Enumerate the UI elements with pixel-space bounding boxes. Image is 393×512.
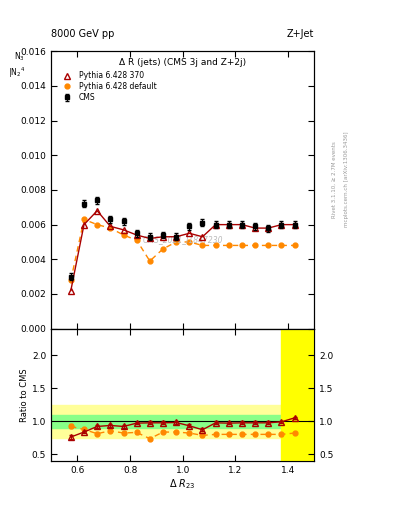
Pythia 6.428 default bbox=[121, 232, 126, 238]
Pythia 6.428 default bbox=[200, 242, 205, 248]
X-axis label: $\Delta\ R_{23}$: $\Delta\ R_{23}$ bbox=[169, 477, 196, 491]
Pythia 6.428 default bbox=[187, 239, 192, 245]
Pythia 6.428 370 bbox=[279, 222, 284, 228]
Text: Δ R (jets) (CMS 3j and Z+2j): Δ R (jets) (CMS 3j and Z+2j) bbox=[119, 58, 246, 67]
Line: Pythia 6.428 default: Pythia 6.428 default bbox=[68, 217, 297, 283]
Bar bbox=[51, 415, 314, 428]
Pythia 6.428 default bbox=[213, 242, 218, 248]
Pythia 6.428 default bbox=[174, 239, 178, 245]
Line: Pythia 6.428 370: Pythia 6.428 370 bbox=[68, 208, 298, 293]
Bar bbox=[51, 404, 314, 438]
Pythia 6.428 default bbox=[82, 217, 86, 223]
Pythia 6.428 370 bbox=[82, 222, 86, 228]
Pythia 6.428 370 bbox=[161, 233, 165, 240]
Pythia 6.428 370 bbox=[134, 232, 139, 238]
Pythia 6.428 370 bbox=[292, 222, 297, 228]
Pythia 6.428 370 bbox=[213, 222, 218, 228]
Pythia 6.428 default bbox=[161, 246, 165, 252]
Text: Rivet 3.1.10, ≥ 2.7M events: Rivet 3.1.10, ≥ 2.7M events bbox=[332, 141, 337, 218]
Legend: Pythia 6.428 370, Pythia 6.428 default, CMS: Pythia 6.428 370, Pythia 6.428 default, … bbox=[57, 69, 159, 104]
Text: mcplots.cern.ch [arXiv:1306.3436]: mcplots.cern.ch [arXiv:1306.3436] bbox=[344, 132, 349, 227]
Pythia 6.428 370 bbox=[253, 225, 257, 231]
Pythia 6.428 default bbox=[253, 242, 257, 248]
Pythia 6.428 default bbox=[292, 242, 297, 248]
Text: 8000 GeV pp: 8000 GeV pp bbox=[51, 29, 114, 39]
Pythia 6.428 370 bbox=[121, 227, 126, 233]
Pythia 6.428 370 bbox=[95, 208, 99, 214]
Y-axis label: $\mathrm{N_3}$
$|\mathrm{N_2}^4$: $\mathrm{N_3}$ $|\mathrm{N_2}^4$ bbox=[7, 51, 25, 79]
Pythia 6.428 default bbox=[147, 258, 152, 264]
Pythia 6.428 default bbox=[226, 242, 231, 248]
Y-axis label: Ratio to CMS: Ratio to CMS bbox=[20, 368, 29, 421]
Pythia 6.428 default bbox=[108, 225, 113, 231]
Pythia 6.428 370 bbox=[266, 225, 271, 231]
Text: Z+Jet: Z+Jet bbox=[287, 29, 314, 39]
Pythia 6.428 370 bbox=[68, 287, 73, 293]
Pythia 6.428 370 bbox=[226, 222, 231, 228]
Pythia 6.428 370 bbox=[240, 222, 244, 228]
Pythia 6.428 370 bbox=[174, 233, 178, 240]
Pythia 6.428 370 bbox=[108, 223, 113, 229]
Pythia 6.428 default bbox=[240, 242, 244, 248]
Pythia 6.428 default bbox=[134, 237, 139, 243]
Pythia 6.428 default bbox=[279, 242, 284, 248]
Bar bbox=[281, 329, 314, 461]
Text: CMS_2021_I1847230: CMS_2021_I1847230 bbox=[143, 236, 223, 244]
Pythia 6.428 default bbox=[95, 222, 99, 228]
Pythia 6.428 default bbox=[68, 277, 73, 283]
Pythia 6.428 default bbox=[266, 242, 271, 248]
Pythia 6.428 370 bbox=[187, 230, 192, 237]
Pythia 6.428 370 bbox=[147, 236, 152, 242]
Pythia 6.428 370 bbox=[200, 233, 205, 240]
